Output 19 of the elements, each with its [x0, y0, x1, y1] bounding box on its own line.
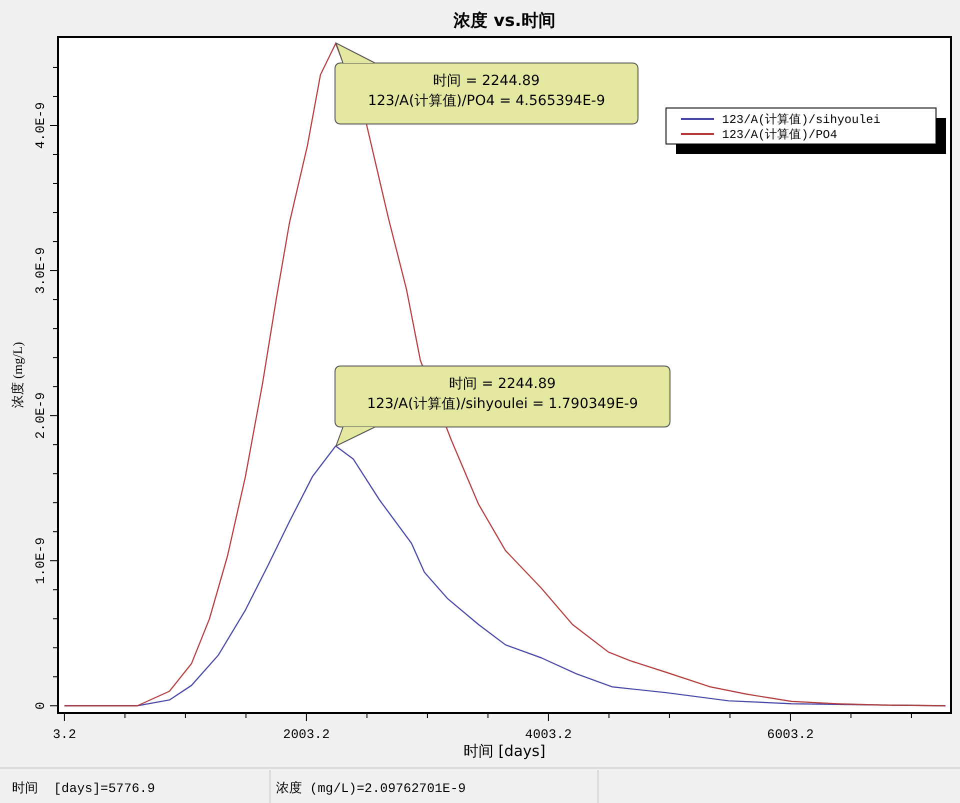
annotation: 时间 = 2244.89 123/A(计算值)/sihyoulei = 1.790349E-9 [366, 376, 638, 412]
line-series [64, 42, 946, 706]
y-tick-label: 1.0E-9 [33, 537, 48, 584]
text: 时间 [days]=5776.9 [12, 781, 156, 796]
legend-label: 123/A(计算值)/sihyoulei [722, 113, 880, 127]
legend-label: 123/A(计算值)/PO4 [722, 128, 838, 142]
x-tick-label: 2003.2 [283, 727, 330, 742]
x-tick-label: 4003.2 [525, 727, 572, 742]
y-tick-label: 4.0E-9 [33, 102, 48, 149]
y-tick-label: 2.0E-9 [33, 392, 48, 440]
x-axis-title: 时间 [days] [464, 742, 546, 760]
y-axis-title: 浓度 (mg/L) [10, 342, 25, 408]
chart-title: 浓度 vs.时间 [452, 11, 556, 31]
y-tick-label: 3.0E-9 [33, 247, 48, 294]
y-tick-label: 0 [33, 702, 48, 710]
text: 浓度 (mg/L)=2.09762701E-9 [276, 780, 466, 796]
annotation: 时间 = 2244.89 123/A(计算值)/PO4 = 4.565394E-9 [368, 73, 606, 109]
x-tick-label: 3.2 [52, 727, 76, 742]
x-tick-label: 6003.2 [767, 727, 814, 742]
